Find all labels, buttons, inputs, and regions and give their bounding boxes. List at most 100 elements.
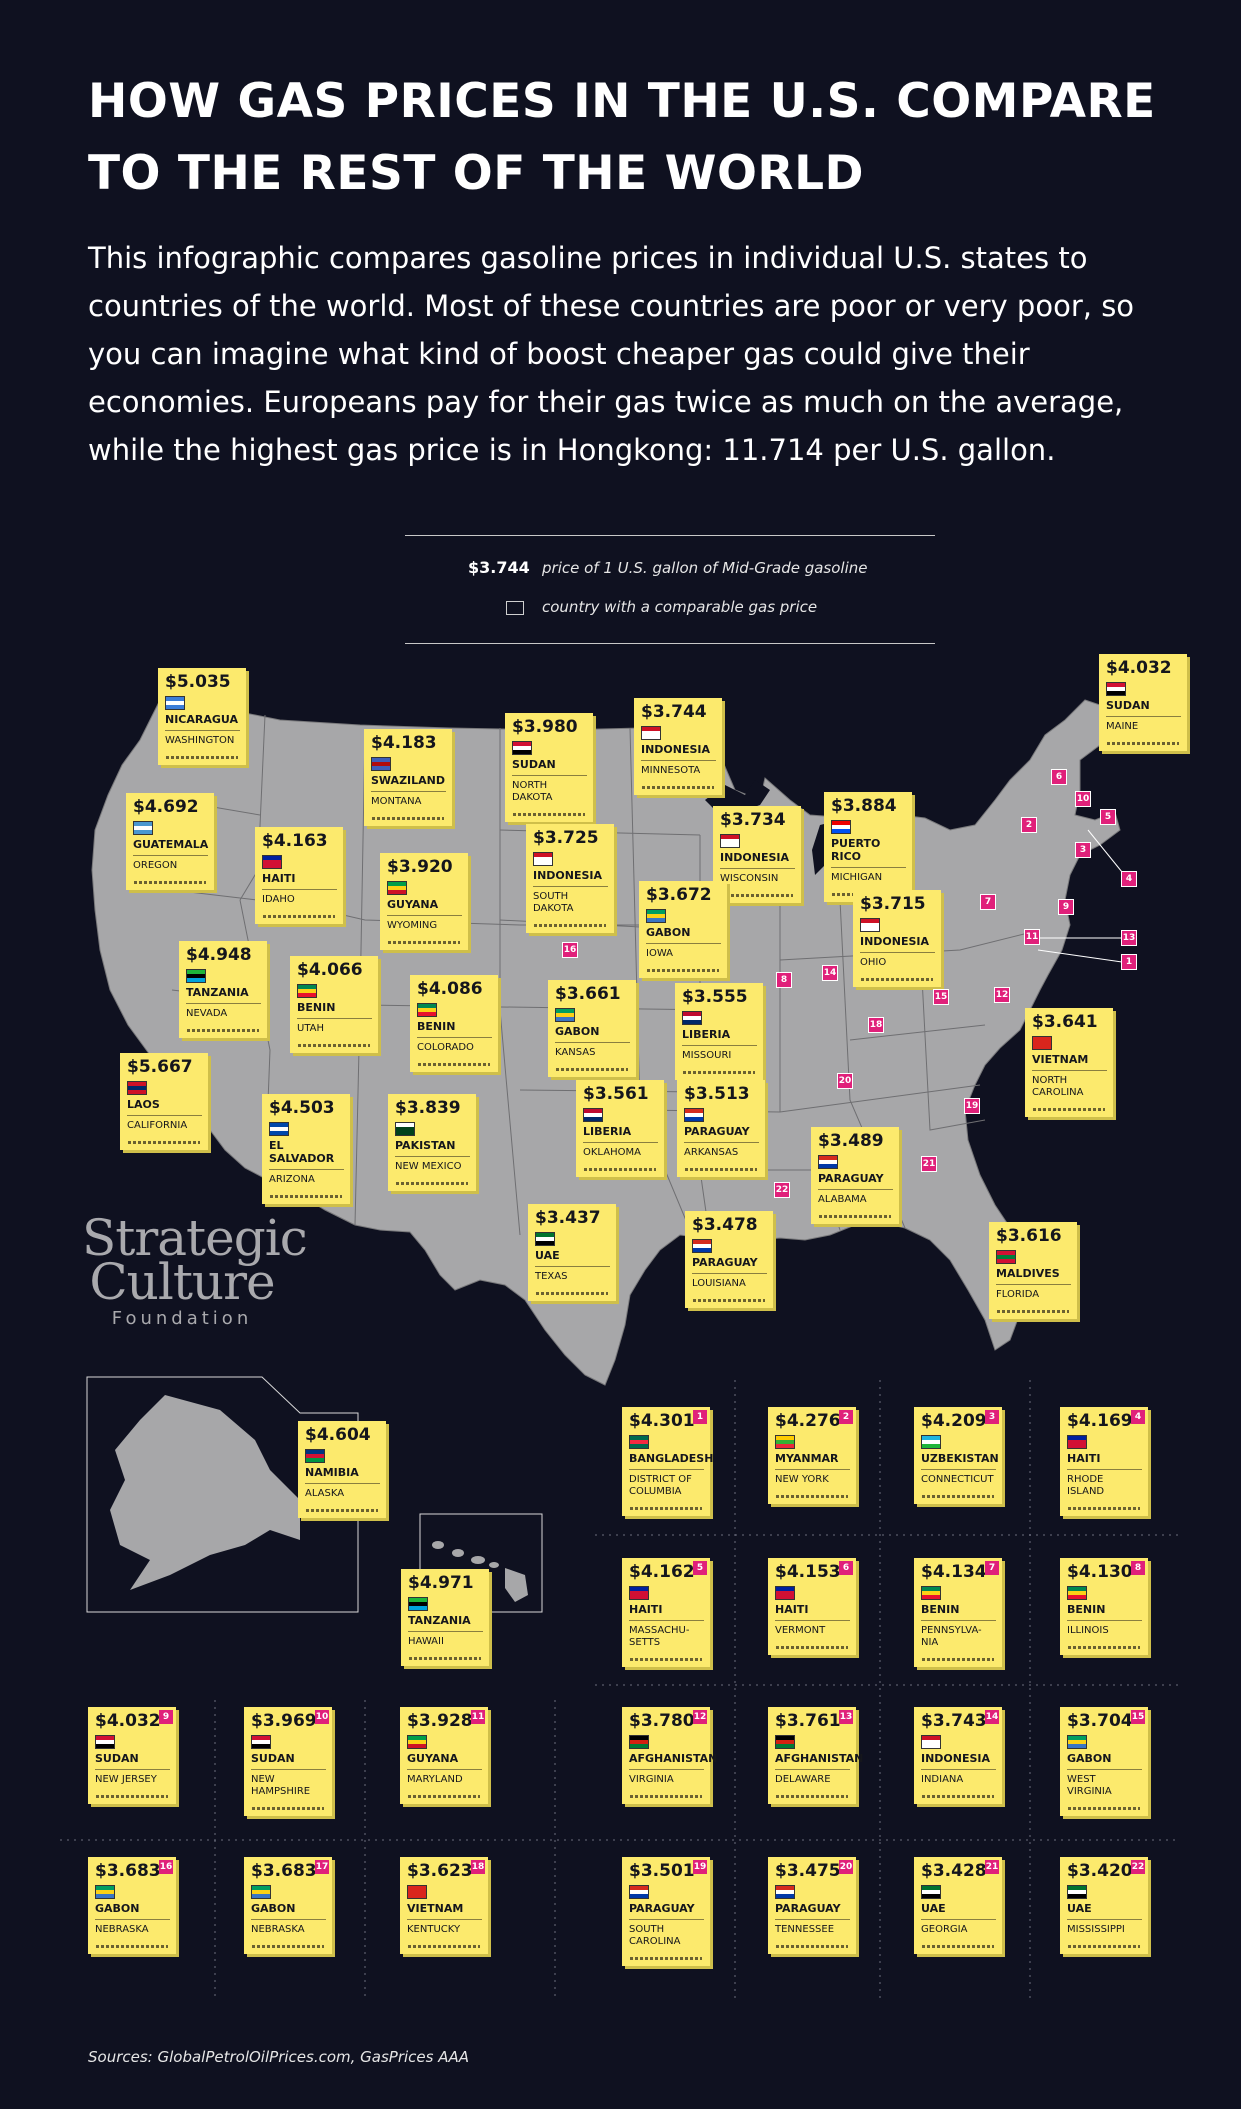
flag-icon <box>95 1885 115 1899</box>
card-number-badge: 20 <box>839 1860 853 1874</box>
flag-icon <box>860 918 880 932</box>
card-country: HAITI <box>262 872 296 885</box>
card-price: $3.744 <box>641 702 707 722</box>
flag-icon <box>641 726 661 740</box>
card-country: HAITI <box>629 1603 663 1616</box>
card-state: NEW MEXICO <box>395 1156 470 1173</box>
card-country: BENIN <box>1067 1603 1106 1616</box>
card-price: $3.555 <box>682 987 748 1007</box>
card-state: COLORADO <box>417 1037 492 1054</box>
card-price: $4.153 <box>775 1562 841 1582</box>
card-state: ARKANSAS <box>684 1142 759 1159</box>
card-country: LIBERIA <box>682 1028 731 1041</box>
numbered-card: $3.780 AFGHANISTAN VIRGINIA 12 <box>622 1707 717 1804</box>
card-price: $3.428 <box>921 1861 987 1881</box>
card-price: $4.503 <box>269 1098 335 1118</box>
flag-icon <box>1067 1435 1087 1449</box>
flag-icon <box>269 1122 289 1136</box>
flag-icon <box>921 1885 941 1899</box>
card-price: $3.704 <box>1067 1711 1133 1731</box>
card-country: UAE <box>1067 1902 1092 1915</box>
map-number-marker: 3 <box>1075 842 1091 858</box>
card-number-badge: 11 <box>471 1710 485 1724</box>
card-country: INDONESIA <box>720 851 790 864</box>
card-state: OHIO <box>860 952 935 969</box>
card-state: IOWA <box>646 943 721 960</box>
flag-icon <box>646 909 666 923</box>
state-card: $3.839 PAKISTAN NEW MEXICO <box>388 1094 476 1191</box>
card-state: SOUTH CAROLINA <box>629 1919 704 1948</box>
card-price: $4.032 <box>95 1711 161 1731</box>
flag-icon <box>535 1232 555 1246</box>
card-number-badge: 12 <box>693 1710 707 1724</box>
card-number-badge: 21 <box>985 1860 999 1874</box>
card-country: GABON <box>95 1902 140 1915</box>
sources-note: Sources: GlobalPetrolOilPrices.com, GasP… <box>88 2048 470 2066</box>
card-country: TANZANIA <box>408 1614 471 1627</box>
flag-icon <box>1067 1885 1087 1899</box>
card-price: $3.561 <box>583 1084 649 1104</box>
card-price: $3.839 <box>395 1098 461 1118</box>
flag-icon <box>921 1586 941 1600</box>
card-price: $3.920 <box>387 857 453 877</box>
card-state: GEORGIA <box>921 1919 996 1936</box>
flag-icon <box>408 1597 428 1611</box>
state-card: $3.641 VIETNAM NORTH CAROLINA <box>1025 1008 1113 1117</box>
state-card: $4.183 SWAZILAND MONTANA <box>364 729 452 826</box>
map-number-marker: 2 <box>1021 817 1037 833</box>
card-country: SUDAN <box>1106 699 1150 712</box>
card-state: KENTUCKY <box>407 1919 482 1936</box>
flag-icon <box>533 852 553 866</box>
card-country: GUYANA <box>407 1752 459 1765</box>
card-country: PARAGUAY <box>692 1256 758 1269</box>
card-price: $3.513 <box>684 1084 750 1104</box>
flag-icon <box>387 881 407 895</box>
card-state: DELAWARE <box>775 1769 850 1786</box>
card-state: OKLAHOMA <box>583 1142 658 1159</box>
flag-icon <box>629 1885 649 1899</box>
flag-icon <box>775 1435 795 1449</box>
card-country: MYANMAR <box>775 1452 839 1465</box>
map-number-marker: 13 <box>1121 930 1137 946</box>
flag-icon <box>133 821 153 835</box>
card-country: BENIN <box>921 1603 960 1616</box>
card-state: WYOMING <box>387 915 462 932</box>
card-state: SOUTH DAKOTA <box>533 886 608 915</box>
card-country: BANGLADESH <box>629 1452 714 1465</box>
legend-price-example: $3.744 <box>468 558 530 577</box>
card-price: $4.130 <box>1067 1562 1133 1582</box>
page-title: HOW GAS PRICES IN THE U.S. COMPARE TO TH… <box>88 74 1156 201</box>
flag-icon <box>629 1586 649 1600</box>
grid-dividers <box>60 1380 1180 2000</box>
card-state: MISSISSIPPI <box>1067 1919 1142 1936</box>
state-card: $3.715 INDONESIA OHIO <box>853 890 941 987</box>
card-state: LOUISIANA <box>692 1273 767 1290</box>
map-number-marker: 16 <box>562 942 578 958</box>
card-country: GABON <box>1067 1752 1112 1765</box>
state-card: $3.616 MALDIVES FLORIDA <box>989 1222 1077 1319</box>
flag-icon <box>921 1435 941 1449</box>
flag-icon <box>407 1735 427 1749</box>
numbered-card: $4.130 BENIN ILLINOIS 8 <box>1060 1558 1148 1655</box>
flag-icon <box>165 696 185 710</box>
card-number-badge: 17 <box>315 1860 329 1874</box>
card-price: $3.725 <box>533 828 599 848</box>
numbered-card: $4.276 MYANMAR NEW YORK 2 <box>768 1407 856 1504</box>
numbered-card: $3.928 GUYANA MARYLAND 11 <box>400 1707 488 1804</box>
great-lakes-shape <box>705 780 840 875</box>
numbered-card: $3.475 PARAGUAY TENNESSEE 20 <box>768 1857 856 1954</box>
card-country: PARAGUAY <box>818 1172 884 1185</box>
state-card: $3.561 LIBERIA OKLAHOMA <box>576 1080 664 1177</box>
card-state: CONNECTICUT <box>921 1469 996 1486</box>
flag-icon <box>95 1735 115 1749</box>
card-price: $3.683 <box>251 1861 317 1881</box>
card-price: $4.209 <box>921 1411 987 1431</box>
card-state: FLORIDA <box>996 1284 1071 1301</box>
numbered-card: $3.743 INDONESIA INDIANA 14 <box>914 1707 1002 1804</box>
card-country: UAE <box>535 1249 560 1262</box>
card-price: $3.884 <box>831 796 897 816</box>
card-number-badge: 19 <box>693 1860 707 1874</box>
flag-icon <box>775 1735 795 1749</box>
card-price: $4.066 <box>297 960 363 980</box>
map-number-marker: 14 <box>822 965 838 981</box>
